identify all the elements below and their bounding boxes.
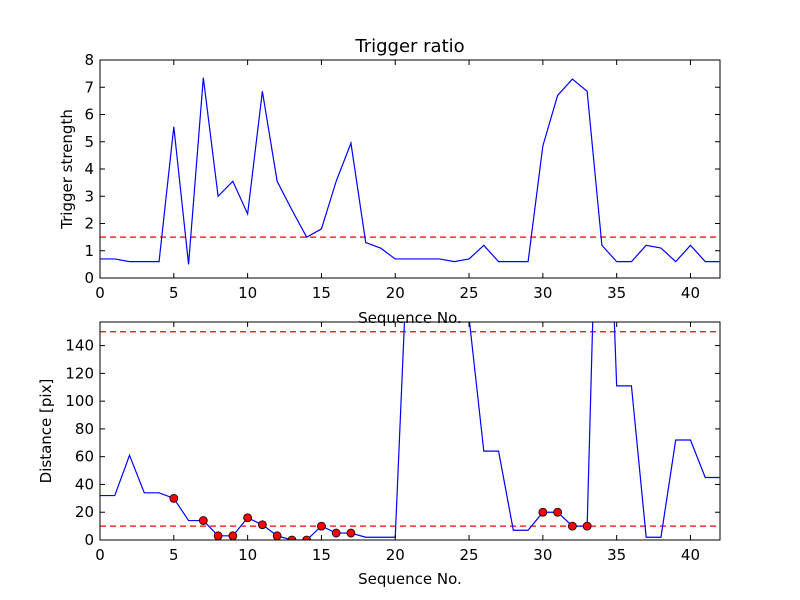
bottom-marker-16 (331, 528, 341, 538)
bottom-xtick-label-30: 30 (533, 546, 552, 564)
bottom-y-ticks: 0 20 40 60 80 100 120 140 (65, 337, 720, 549)
top-xtick-label-40: 40 (681, 284, 700, 302)
bottom-xtick-label-10: 10 (238, 546, 257, 564)
bottom-marker-33 (582, 521, 592, 531)
top-xtick-label-5: 5 (169, 284, 179, 302)
bottom-marker-9 (228, 531, 238, 540)
top-x-axis-label: Sequence No. (358, 309, 462, 327)
top-ytick-label-8: 8 (84, 51, 94, 69)
bottom-ytick-label-140: 140 (65, 337, 94, 355)
top-ytick-label-3: 3 (84, 187, 94, 205)
top-ytick-label-5: 5 (84, 133, 94, 151)
bottom-ytick-label-80: 80 (75, 420, 94, 438)
top-ytick-label-2: 2 (84, 215, 94, 233)
bottom-marker-8 (213, 531, 223, 540)
top-xtick-label-30: 30 (533, 284, 552, 302)
bottom-xtick-label-15: 15 (312, 546, 331, 564)
bottom-ytick-label-120: 120 (65, 364, 94, 382)
top-ytick-label-1: 1 (84, 242, 94, 260)
bottom-marker-7 (198, 516, 208, 525)
bottom-plot-content (100, 322, 720, 540)
bottom-xtick-label-40: 40 (681, 546, 700, 564)
bottom-marker-13 (287, 535, 297, 540)
top-xtick-label-20: 20 (386, 284, 405, 302)
bottom-x-ticks: 0 5 10 15 20 25 30 35 40 (95, 322, 700, 564)
top-series-line (100, 77, 720, 265)
bottom-marker-12 (272, 531, 282, 540)
bottom-xtick-label-0: 0 (95, 546, 105, 564)
bottom-marker-31 (553, 507, 563, 517)
bottom-ytick-label-0: 0 (84, 531, 94, 549)
top-xtick-label-10: 10 (238, 284, 257, 302)
bottom-xtick-label-35: 35 (607, 546, 626, 564)
top-plot-content (100, 77, 720, 265)
top-ytick-label-6: 6 (84, 106, 94, 124)
top-chart-title: Trigger ratio (354, 36, 464, 57)
top-xtick-label-15: 15 (312, 284, 331, 302)
top-chart-panel: 0 5 10 15 20 25 30 35 40 0 1 2 3 4 5 6 7 8 (84, 51, 721, 302)
top-ytick-label-4: 4 (84, 160, 94, 178)
top-xtick-label-0: 0 (95, 284, 105, 302)
bottom-y-axis-label: Distance [pix] (37, 379, 55, 484)
bottom-xtick-label-5: 5 (169, 546, 179, 564)
top-y-ticks: 0 1 2 3 4 5 6 7 8 (84, 51, 720, 287)
bottom-xtick-label-20: 20 (386, 546, 405, 564)
top-x-ticks: 0 5 10 15 20 25 30 35 40 (95, 60, 700, 302)
bottom-ytick-label-20: 20 (75, 503, 94, 521)
bottom-x-axis-label: Sequence No. (358, 570, 462, 588)
top-y-axis-label: Trigger strength (58, 109, 76, 230)
bottom-marker-17 (346, 528, 356, 538)
top-ytick-label-7: 7 (84, 78, 94, 96)
bottom-chart-panel: 0 5 10 15 20 25 30 35 40 0 20 40 60 80 100 120 140 (65, 321, 721, 564)
bottom-marker-32 (567, 521, 577, 531)
bottom-marker-11 (257, 520, 267, 530)
bottom-marker-30 (538, 507, 548, 517)
top-xtick-label-25: 25 (460, 284, 479, 302)
top-ytick-label-0: 0 (84, 269, 94, 287)
bottom-ytick-label-40: 40 (75, 475, 94, 493)
bottom-axes-frame (99, 321, 721, 541)
bottom-ytick-label-100: 100 (65, 392, 94, 410)
bottom-marker-14 (302, 535, 312, 540)
bottom-marker-15 (317, 521, 326, 531)
top-xtick-label-35: 35 (607, 284, 626, 302)
bottom-marker-5 (169, 493, 179, 503)
bottom-ytick-label-60: 60 (75, 448, 94, 466)
bottom-marker-10 (243, 513, 253, 523)
bottom-xtick-label-25: 25 (460, 546, 479, 564)
